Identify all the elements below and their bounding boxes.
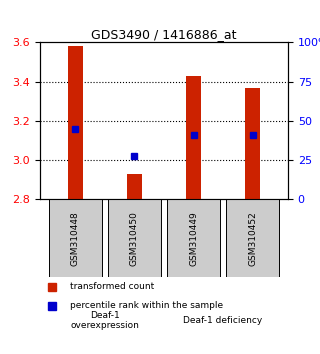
Text: percentile rank within the sample: percentile rank within the sample xyxy=(70,301,223,310)
Text: Deaf-1
overexpression: Deaf-1 overexpression xyxy=(70,311,140,330)
Text: GSM310449: GSM310449 xyxy=(189,211,198,266)
Text: Deaf-1 deficiency: Deaf-1 deficiency xyxy=(183,316,263,325)
FancyBboxPatch shape xyxy=(108,199,161,278)
Bar xyxy=(186,76,201,199)
Text: GSM310448: GSM310448 xyxy=(71,211,80,266)
Bar xyxy=(68,46,83,199)
Text: GSM310452: GSM310452 xyxy=(248,211,257,266)
FancyBboxPatch shape xyxy=(167,199,220,278)
FancyBboxPatch shape xyxy=(49,199,102,278)
Bar xyxy=(127,174,142,199)
Text: transformed count: transformed count xyxy=(70,282,154,291)
Text: GSM310450: GSM310450 xyxy=(130,211,139,266)
Title: GDS3490 / 1416886_at: GDS3490 / 1416886_at xyxy=(91,28,237,41)
FancyBboxPatch shape xyxy=(167,281,279,354)
FancyBboxPatch shape xyxy=(49,281,161,354)
Text: protocol: protocol xyxy=(0,353,1,354)
FancyBboxPatch shape xyxy=(226,199,279,278)
Bar xyxy=(245,87,260,199)
